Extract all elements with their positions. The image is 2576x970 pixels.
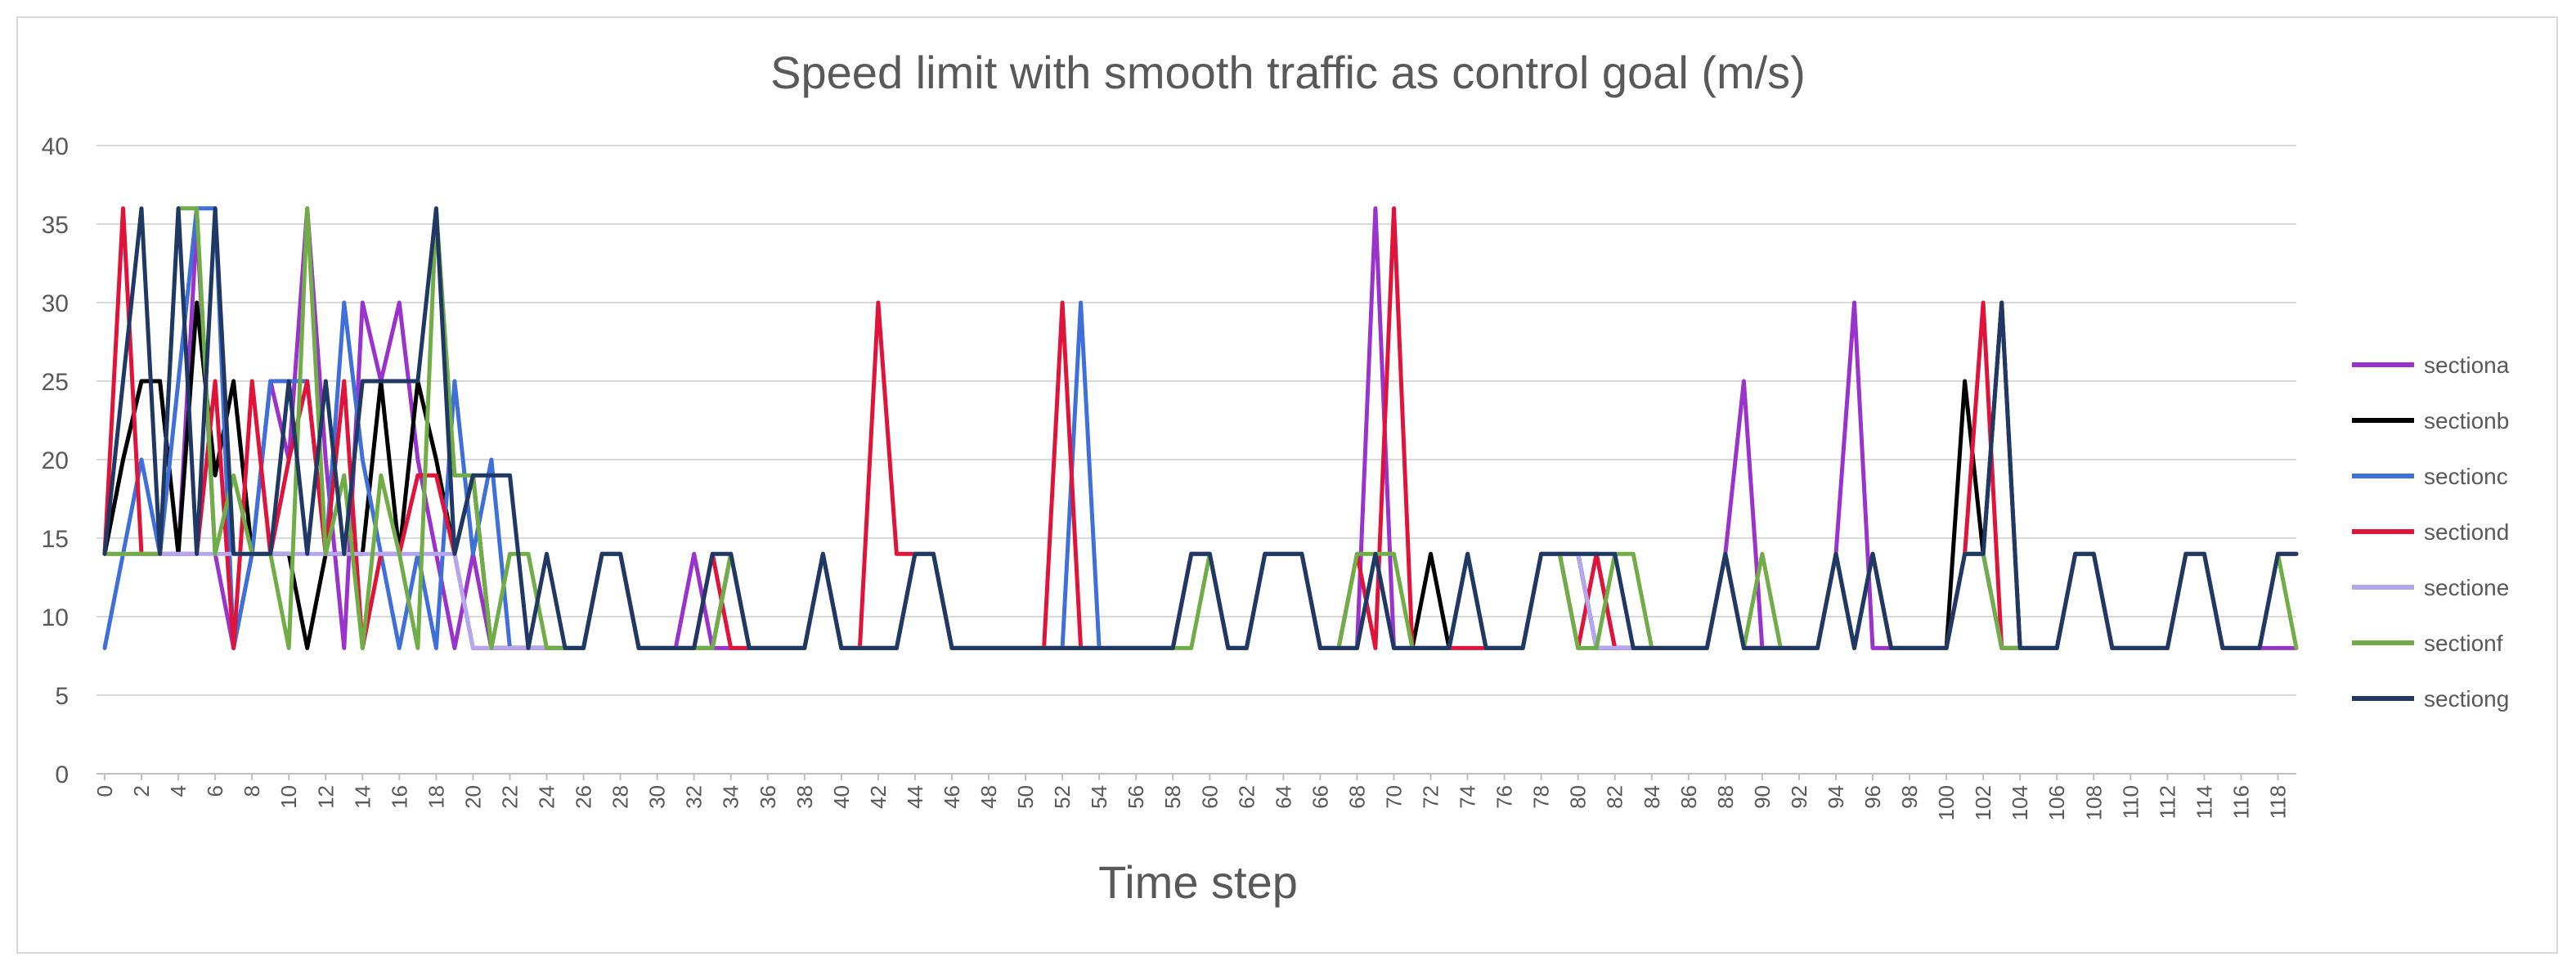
legend-label-sectionb: sectionb [2424,408,2509,433]
y-tick-label: 0 [55,761,69,788]
x-tick-label: 20 [460,785,485,809]
y-tick-label: 30 [42,290,69,317]
x-tick-label: 68 [1344,785,1369,809]
x-tick-label: 56 [1124,785,1148,809]
x-tick-label: 94 [1824,785,1848,809]
y-tick-label: 20 [42,447,69,474]
x-tick-label: 104 [2008,785,2032,820]
x-tick-label: 28 [608,785,633,809]
x-axis-ticks: 0 2 4 6 8 10 12 14 16 18 20 22 24 26 28 30 32 34 36 38 40 42 4… [92,774,2290,820]
x-axis-label: Time step [1098,856,1298,908]
y-tick-label: 5 [55,683,69,710]
x-tick-label: 112 [2155,785,2179,819]
x-tick-label: 12 [313,785,338,809]
x-tick-label: 8 [240,785,264,797]
x-tick-label: 88 [1713,785,1738,809]
x-tick-label: 26 [572,785,596,809]
x-tick-label: 66 [1308,785,1332,809]
x-tick-label: 62 [1234,785,1259,809]
x-tick-label: 16 [387,785,411,809]
x-tick-label: 92 [1787,785,1811,809]
grid-layer [96,145,2296,775]
x-tick-label: 100 [1934,785,1959,820]
x-tick-label: 32 [682,785,707,809]
x-tick-label: 14 [350,785,375,809]
x-tick-label: 116 [2228,785,2253,819]
x-tick-label: 118 [2265,785,2290,819]
x-tick-label: 44 [903,785,927,809]
x-tick-label: 98 [1897,785,1922,809]
chart-title: Speed limit with smooth traffic as contr… [770,47,1806,98]
x-tick-label: 102 [1971,785,1995,820]
legend-label-sectionf: sectionf [2424,631,2503,656]
series-layer [102,206,2299,650]
x-tick-label: 46 [940,785,964,809]
y-tick-label: 10 [42,604,69,631]
legend-label-sectiong: sectiong [2424,686,2509,712]
x-tick-label: 18 [424,785,448,809]
x-tick-label: 78 [1529,785,1554,809]
x-tick-label: 110 [2118,785,2143,819]
x-tick-label: 84 [1640,785,1664,809]
legend-label-sectionc: sectionc [2424,464,2508,489]
x-tick-label: 64 [1271,785,1295,809]
x-tick-label: 38 [792,785,817,809]
x-tick-label: 106 [2044,785,2069,820]
x-tick-label: 6 [203,785,227,797]
x-tick-label: 74 [1456,785,1480,809]
x-tick-label: 60 [1197,785,1222,809]
x-tick-label: 42 [866,785,891,809]
x-tick-label: 80 [1566,785,1591,809]
x-tick-label: 58 [1160,785,1185,809]
x-tick-label: 4 [166,785,191,797]
x-tick-label: 70 [1381,785,1406,809]
y-axis-ticks: 0 5 10 15 20 25 30 35 40 [42,133,69,788]
x-tick-label: 0 [92,785,117,797]
x-tick-label: 2 [129,785,154,797]
series-line-sectionf [102,206,2299,650]
x-tick-label: 54 [1087,785,1111,809]
x-tick-label: 90 [1750,785,1775,809]
x-tick-label: 36 [756,785,780,809]
y-tick-label: 25 [42,369,69,396]
x-tick-label: 50 [1013,785,1038,809]
x-tick-label: 76 [1492,785,1517,809]
x-tick-label: 30 [645,785,670,809]
x-tick-label: 48 [976,785,1001,809]
x-tick-label: 24 [535,785,559,809]
x-tick-label: 10 [276,785,301,809]
y-tick-label: 15 [42,526,69,553]
x-tick-label: 52 [1050,785,1075,809]
x-tick-label: 72 [1419,785,1443,809]
series-line-sectiong [102,206,2299,650]
x-tick-label: 108 [2081,785,2106,820]
legend-label-sectione: sectione [2424,575,2509,600]
y-tick-label: 35 [42,212,69,239]
x-tick-label: 82 [1603,785,1627,809]
y-tick-label: 40 [42,133,69,160]
legend-label-sectiond: sectiond [2424,519,2509,545]
x-tick-label: 114 [2192,785,2216,819]
x-tick-label: 22 [497,785,522,809]
x-tick-label: 96 [1860,785,1885,809]
legend-label-sectiona: sectiona [2424,353,2510,378]
x-tick-label: 40 [829,785,854,809]
x-tick-label: 86 [1676,785,1701,809]
legend: sectiona sectionb sectionc sectiond sectione… [2352,353,2510,712]
x-tick-label: 34 [719,785,743,809]
